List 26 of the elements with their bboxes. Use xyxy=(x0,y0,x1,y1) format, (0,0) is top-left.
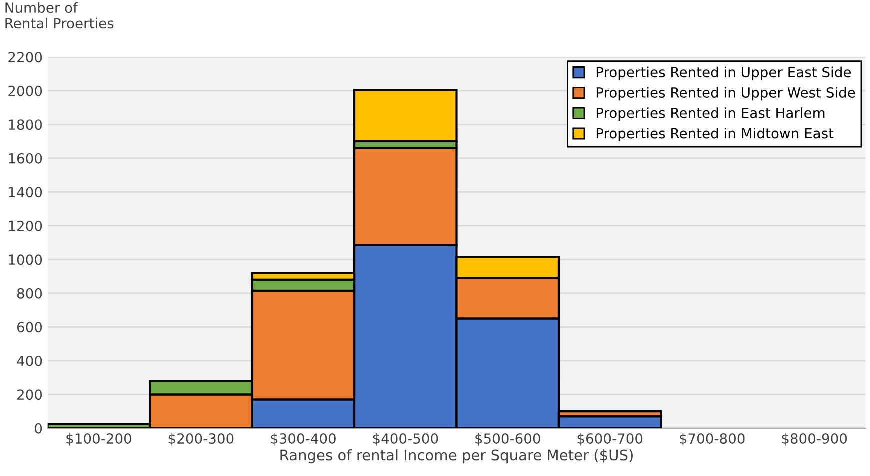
x-axis-title: Ranges of rental Income per Square Meter ($US) xyxy=(280,449,633,464)
legend-label: Properties Rented in Upper East Side xyxy=(596,66,852,80)
y-tick-label: 800 xyxy=(17,288,42,299)
y-tick-label: 400 xyxy=(17,356,42,366)
x-tick-label: $700-800 xyxy=(680,433,745,446)
y-tick-label: 1200 xyxy=(9,220,42,232)
y-tick-label: 600 xyxy=(17,322,42,333)
y-tick-label: 1800 xyxy=(9,120,42,130)
y-tick-label: 2000 xyxy=(8,86,42,96)
x-tick-label: $100-200 xyxy=(66,433,132,446)
x-tick-label: $200-300 xyxy=(168,433,234,446)
y-tick-label: 1400 xyxy=(9,187,42,198)
x-tick-label: $600-700 xyxy=(578,433,643,446)
legend-label: Properties Rented in Midtown East xyxy=(596,128,834,142)
x-tick-label: $500-600 xyxy=(476,433,540,446)
y-tick-label: 200 xyxy=(17,390,42,400)
y-axis-title: Number of Rental Proerties xyxy=(6,2,114,29)
y-tick-label: 0 xyxy=(35,423,42,434)
x-tick-label: $800-900 xyxy=(782,433,848,446)
y-tick-label: 2200 xyxy=(8,52,42,63)
x-tick-label: $300-400 xyxy=(271,433,336,446)
y-tick-label: 1000 xyxy=(9,254,42,266)
y-tick-label: 1600 xyxy=(9,153,42,164)
legend-label: Properties Rented in Upper West Side xyxy=(596,87,856,101)
x-tick-label: $400-500 xyxy=(373,433,438,446)
legend-label: Properties Rented in East Harlem xyxy=(596,108,825,122)
